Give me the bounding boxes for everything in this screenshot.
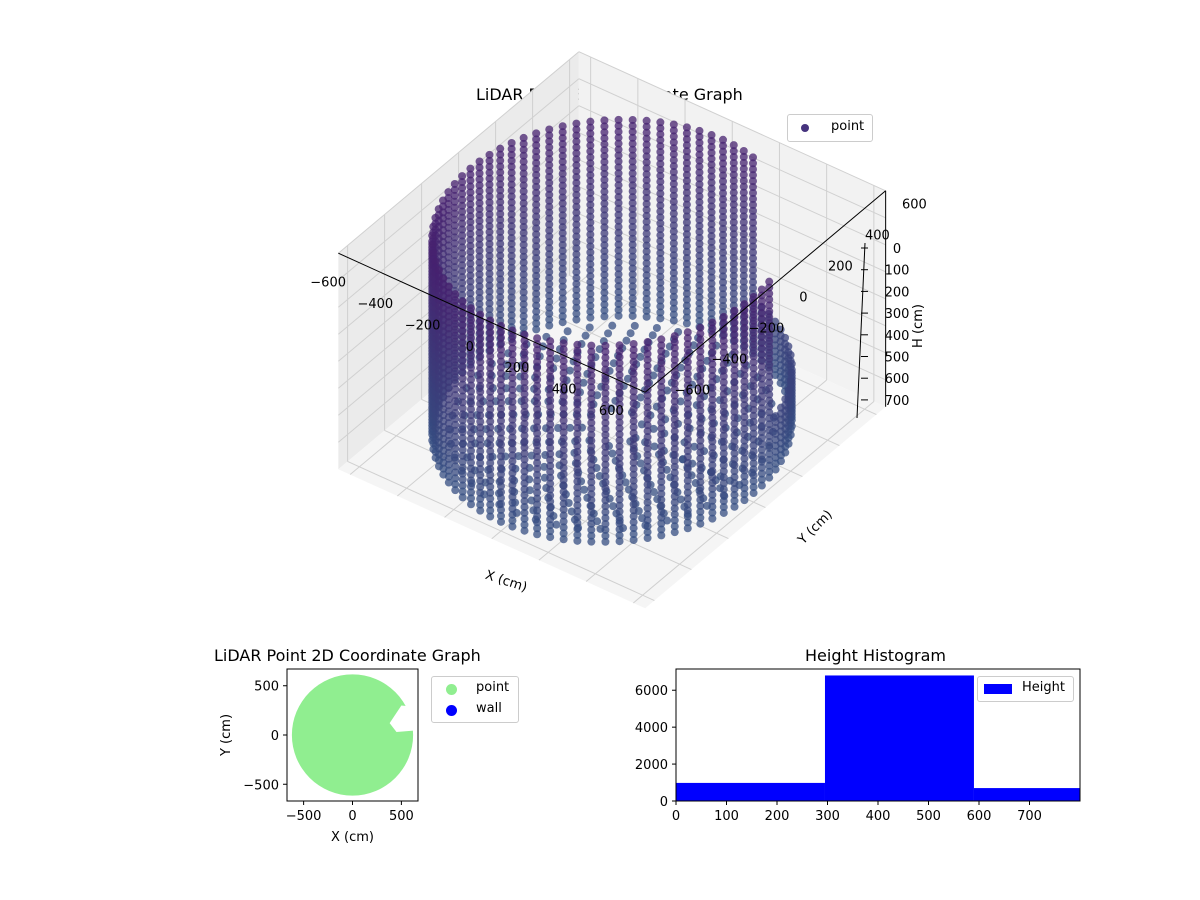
svg-text:100: 100 <box>885 264 910 279</box>
svg-text:200: 200 <box>885 285 910 300</box>
svg-text:700: 700 <box>1017 809 1042 820</box>
svg-text:200: 200 <box>765 809 790 820</box>
svg-text:400: 400 <box>865 229 890 244</box>
legend-height-swatch-icon <box>984 684 1012 694</box>
svg-text:100: 100 <box>714 809 739 820</box>
legend-point-marker-icon <box>446 684 457 695</box>
svg-text:−500: −500 <box>243 778 279 793</box>
legend-marker-icon <box>801 124 809 132</box>
svg-text:0: 0 <box>799 291 807 306</box>
legend-histogram: Height <box>977 676 1074 702</box>
svg-text:Y (cm): Y (cm) <box>219 714 234 757</box>
svg-text:300: 300 <box>815 809 840 820</box>
svg-text:600: 600 <box>902 198 927 213</box>
svg-text:500: 500 <box>916 809 941 820</box>
svg-text:600: 600 <box>599 404 624 419</box>
svg-text:600: 600 <box>885 372 910 387</box>
legend-wall-marker-icon <box>446 705 457 716</box>
svg-text:500: 500 <box>254 680 279 695</box>
legend-height-label: Height <box>1022 680 1065 695</box>
svg-text:200: 200 <box>505 361 530 376</box>
svg-text:6000: 6000 <box>635 684 668 699</box>
svg-text:300: 300 <box>885 307 910 322</box>
svg-text:400: 400 <box>885 329 910 344</box>
scatter-2d-plot[interactable]: −500 0 500 −500 0 500 X (cm) Y (cm) <box>200 660 540 860</box>
legend-point-label: point <box>476 680 510 695</box>
svg-text:−500: −500 <box>286 809 322 824</box>
svg-text:−200: −200 <box>749 322 785 337</box>
svg-text:0: 0 <box>893 242 901 257</box>
svg-text:400: 400 <box>866 809 891 820</box>
svg-text:700: 700 <box>885 394 910 409</box>
svg-text:200: 200 <box>828 260 853 275</box>
svg-text:0: 0 <box>660 795 668 810</box>
legend-wall-label: wall <box>476 701 502 716</box>
svg-text:0: 0 <box>348 809 356 824</box>
svg-text:−400: −400 <box>357 297 393 312</box>
svg-text:0: 0 <box>271 729 279 744</box>
chart-2d-title: LiDAR Point 2D Coordinate Graph <box>214 646 481 665</box>
svg-text:600: 600 <box>967 809 992 820</box>
svg-text:H (cm): H (cm) <box>911 304 926 348</box>
histogram-title: Height Histogram <box>805 646 946 665</box>
svg-text:−600: −600 <box>675 384 711 399</box>
svg-text:2000: 2000 <box>635 758 668 773</box>
svg-text:X (cm): X (cm) <box>483 568 529 596</box>
svg-text:400: 400 <box>552 383 577 398</box>
svg-text:500: 500 <box>885 351 910 366</box>
legend-label: point <box>831 119 865 134</box>
svg-text:−600: −600 <box>310 276 346 291</box>
svg-text:500: 500 <box>389 809 414 824</box>
svg-text:−400: −400 <box>712 353 748 368</box>
svg-text:−200: −200 <box>405 318 441 333</box>
legend-2d: point wall <box>431 676 519 723</box>
svg-text:0: 0 <box>672 809 680 820</box>
svg-text:Y (cm): Y (cm) <box>795 507 836 548</box>
svg-text:X (cm): X (cm) <box>331 830 374 845</box>
height-histogram[interactable]: 0 100 200 300 400 500 600 700 0 2000 4000 6000 <box>620 660 1100 820</box>
scatter-3d-plot[interactable]: −600 −400 −200 0 200 400 600 −600 −400 −200 0 200 40… <box>0 0 1200 640</box>
svg-text:4000: 4000 <box>635 721 668 736</box>
svg-text:0: 0 <box>466 340 474 355</box>
legend-3d: point <box>787 114 873 142</box>
